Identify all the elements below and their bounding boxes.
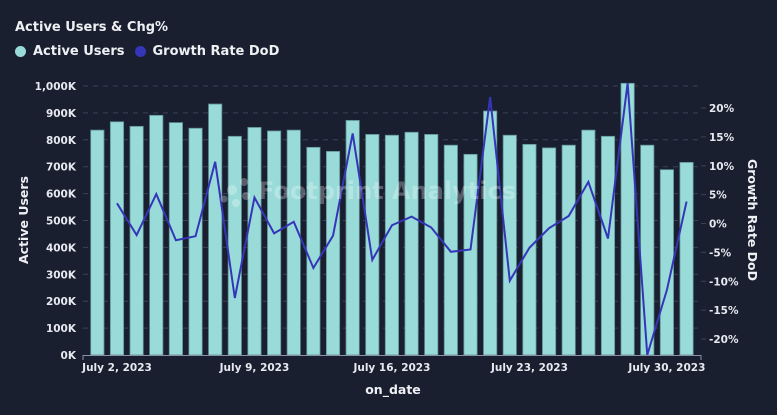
x-axis-label: on_date: [365, 382, 421, 398]
line-point-2023-07-22[interactable]: [507, 278, 512, 283]
line-point-2023-07-17[interactable]: [409, 214, 414, 219]
y-tick-label: 900K: [46, 108, 77, 120]
bar-2023-07-16[interactable]: [384, 134, 399, 356]
x-tick-label: July 2, 2023: [81, 362, 152, 374]
chart-title: Active Users & Chg%: [15, 20, 169, 35]
bar-2023-07-01[interactable]: [90, 129, 105, 356]
line-point-2023-07-03[interactable]: [134, 233, 139, 238]
y-axis-label: Active Users: [16, 176, 31, 264]
bar-2023-07-29[interactable]: [640, 144, 655, 356]
bar-2023-07-24[interactable]: [542, 147, 557, 356]
bar-2023-07-20[interactable]: [463, 153, 478, 356]
bar-2023-07-25[interactable]: [561, 144, 576, 356]
line-point-2023-07-16[interactable]: [389, 223, 394, 228]
line-point-2023-07-11[interactable]: [291, 219, 296, 224]
bar-2023-07-02[interactable]: [109, 121, 125, 356]
line-point-2023-07-28[interactable]: [625, 81, 630, 86]
y2-tick-label: 5%: [709, 190, 727, 202]
chart-legend: Active Users Growth Rate DoD: [15, 44, 279, 59]
y2-tick-label: -10%: [709, 276, 739, 288]
line-point-2023-07-27[interactable]: [605, 236, 610, 241]
y-tick-label: 700K: [46, 162, 77, 174]
bar-2023-07-10[interactable]: [267, 130, 282, 356]
bar-2023-07-26[interactable]: [581, 129, 596, 356]
line-point-2023-07-15[interactable]: [370, 257, 375, 262]
line-point-2023-07-12[interactable]: [311, 265, 316, 270]
bar-2023-07-31[interactable]: [679, 161, 694, 356]
y-tick-label: 500K: [46, 216, 77, 228]
bar-2023-07-07[interactable]: [208, 103, 223, 356]
line-point-2023-07-30[interactable]: [664, 287, 669, 292]
bar-2023-07-12[interactable]: [306, 146, 321, 356]
bar-2023-07-18[interactable]: [424, 134, 439, 356]
axes: 0K 100K 200K 300K 400K 500K 600K 700K 800K 900K 1,…: [35, 81, 739, 374]
y2-tick-label: -15%: [709, 305, 739, 317]
line-point-2023-07-20[interactable]: [468, 247, 473, 252]
y-tick-label: 1,000K: [35, 81, 77, 93]
bar-2023-07-17[interactable]: [404, 131, 419, 356]
line-point-2023-07-04[interactable]: [154, 192, 159, 197]
y-tick-label: 800K: [46, 135, 77, 147]
legend-label-growth-rate: Growth Rate DoD: [152, 44, 280, 59]
y2-axis-label: Growth Rate DoD: [745, 159, 760, 281]
x-tick-label: July 30, 2023: [627, 362, 705, 374]
y-tick-label: 200K: [46, 296, 77, 308]
line-point-2023-07-23[interactable]: [527, 245, 532, 250]
bar-2023-07-09[interactable]: [247, 127, 262, 356]
legend-marker-growth-rate: [134, 46, 146, 57]
y-tick-label: 0K: [61, 350, 77, 362]
bar-2023-07-06[interactable]: [188, 127, 203, 356]
line-point-2023-07-24[interactable]: [547, 226, 552, 231]
growth-rate-line: [116, 83, 688, 356]
y2-tick-label: 0%: [709, 219, 727, 231]
bar-2023-07-15[interactable]: [365, 134, 380, 356]
y-tick-label: 600K: [46, 189, 77, 201]
line-point-2023-07-26[interactable]: [586, 179, 591, 184]
line-point-2023-07-19[interactable]: [448, 249, 453, 254]
line-point-2023-07-08[interactable]: [232, 295, 237, 300]
y2-tick-label: 10%: [709, 161, 735, 173]
line-point-2023-07-06[interactable]: [193, 234, 198, 239]
y2-tick-label: 15%: [709, 132, 735, 144]
line-point-2023-07-13[interactable]: [331, 233, 336, 238]
y-tick-label: 300K: [46, 269, 77, 281]
line-series-growth-rate: [114, 81, 689, 356]
y2-tick-label: -5%: [709, 247, 732, 259]
line-point-2023-07-09[interactable]: [252, 195, 257, 200]
bar-2023-07-11[interactable]: [286, 129, 301, 356]
line-point-2023-07-21[interactable]: [488, 95, 493, 100]
bar-2023-07-04[interactable]: [149, 114, 164, 356]
line-point-2023-07-18[interactable]: [429, 225, 434, 230]
y2-tick-label: 20%: [709, 103, 735, 115]
x-tick-label: July 23, 2023: [490, 362, 568, 374]
line-point-2023-07-14[interactable]: [350, 131, 355, 136]
bar-2023-07-08[interactable]: [227, 135, 242, 356]
y-tick-label: 400K: [46, 242, 77, 254]
line-point-2023-07-31[interactable]: [684, 199, 689, 204]
gridlines: [83, 85, 701, 329]
line-point-2023-07-25[interactable]: [566, 213, 571, 218]
legend-marker-active-users: [15, 46, 26, 57]
legend-item-growth-rate[interactable]: Growth Rate DoD: [134, 44, 280, 59]
legend-item-active-users[interactable]: Active Users: [15, 44, 125, 59]
bar-2023-07-27[interactable]: [600, 135, 616, 356]
y2-tick-label: -20%: [709, 334, 739, 346]
legend-label-active-users: Active Users: [33, 44, 125, 59]
line-point-2023-07-10[interactable]: [272, 231, 277, 236]
bar-2023-07-30[interactable]: [659, 169, 674, 356]
bar-series-active-users: [90, 82, 694, 356]
bar-2023-07-03[interactable]: [129, 125, 144, 356]
line-point-2023-07-07[interactable]: [213, 159, 218, 164]
x-tick-label: July 9, 2023: [219, 362, 290, 374]
y-tick-label: 100K: [46, 323, 77, 335]
line-point-2023-07-02[interactable]: [114, 201, 119, 206]
bar-2023-07-13[interactable]: [325, 150, 341, 356]
x-tick-label: July 16, 2023: [352, 362, 430, 374]
line-point-2023-07-05[interactable]: [173, 238, 178, 243]
